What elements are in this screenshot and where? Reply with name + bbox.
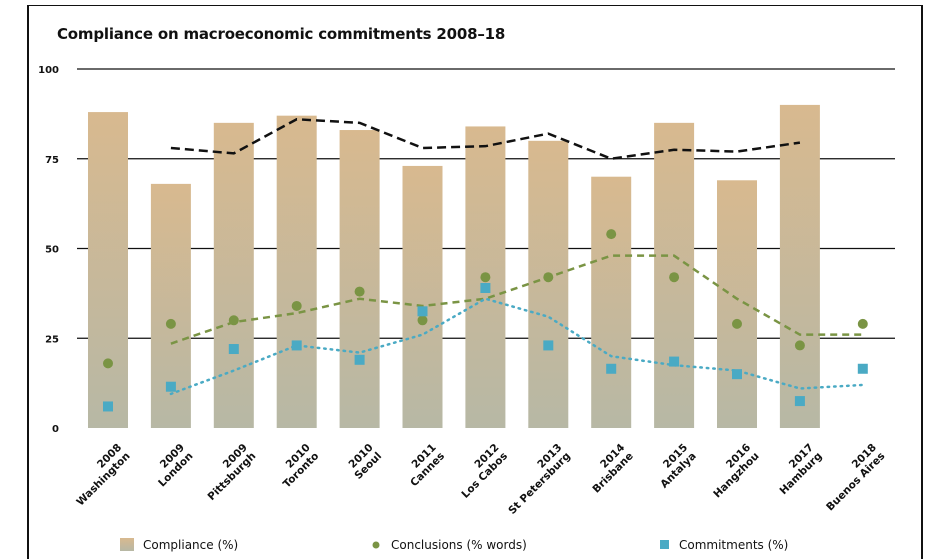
point-conclusions: [291, 300, 302, 311]
x-tick-label: 2012Los Cabos: [451, 442, 510, 501]
point-commitments: [480, 282, 491, 293]
bar-compliance: [339, 130, 380, 428]
point-conclusions: [794, 340, 805, 351]
x-tick-label: 2017Hamburg: [769, 442, 825, 498]
x-tick-label: 2016Hangzhou: [703, 442, 762, 501]
x-tick-label: 2010Seoul: [344, 442, 384, 482]
y-tick-label: 50: [45, 245, 59, 256]
point-conclusions: [103, 358, 113, 369]
point-commitments: [165, 381, 176, 392]
point-commitments: [354, 354, 365, 365]
point-conclusions: [417, 315, 428, 326]
x-tick-label: 2011Cannes: [400, 442, 447, 489]
chart-frame: [27, 5, 923, 559]
point-commitments: [794, 396, 805, 407]
point-commitments: [291, 340, 302, 351]
point-conclusions: [606, 229, 617, 240]
x-tick-label: 2015Antalya: [650, 442, 699, 491]
point-conclusions: [732, 318, 742, 329]
legend-swatch-conclusions: [372, 541, 380, 549]
y-tick-label: 100: [38, 65, 59, 76]
bar-compliance: [213, 122, 254, 428]
point-conclusions: [228, 315, 239, 326]
point-commitments: [732, 369, 742, 380]
bar-compliance: [402, 165, 443, 428]
bar-compliance: [591, 176, 632, 428]
point-conclusions: [857, 318, 868, 329]
y-tick-label: 25: [45, 334, 59, 345]
legend-label: Conclusions (% words): [391, 538, 527, 552]
x-tick-label: 2009Pittsburgh: [197, 442, 258, 503]
trend-line: [170, 117, 801, 161]
bar-compliance: [88, 112, 128, 428]
trend-line: [170, 254, 863, 345]
x-tick-label: 2010Toronto: [272, 442, 321, 491]
bar-compliance: [276, 115, 317, 429]
y-tick-label: 0: [52, 424, 59, 435]
trend-line: [169, 297, 865, 396]
legend-label: Compliance (%): [143, 538, 238, 552]
point-conclusions: [165, 318, 176, 329]
point-commitments: [857, 363, 868, 374]
point-conclusions: [543, 272, 554, 283]
x-tick-label: 2009London: [148, 442, 196, 490]
point-commitments: [417, 306, 428, 317]
point-commitments: [103, 401, 113, 412]
bar-compliance: [779, 104, 820, 429]
point-commitments: [228, 344, 239, 355]
legend-swatch-compliance: [120, 538, 134, 551]
point-conclusions: [669, 272, 680, 283]
point-conclusions: [480, 272, 491, 283]
point-commitments: [606, 363, 617, 374]
point-conclusions: [354, 286, 365, 297]
bar-compliance: [717, 180, 757, 428]
chart-title: Compliance on macroeconomic commitments …: [57, 25, 506, 43]
x-tick-label: 2008Washington: [66, 442, 133, 509]
point-commitments: [669, 356, 680, 367]
x-tick-label: 2018Buenos Aires: [816, 442, 888, 514]
legend-swatch-commitments: [660, 540, 669, 549]
x-tick-label: 2013St Petersburg: [498, 442, 573, 517]
x-tick-label: 2014Brisbane: [582, 442, 636, 496]
point-commitments: [543, 340, 554, 351]
y-tick-label: 75: [45, 155, 59, 166]
legend-label: Commitments (%): [679, 538, 788, 552]
bar-compliance: [528, 140, 569, 429]
